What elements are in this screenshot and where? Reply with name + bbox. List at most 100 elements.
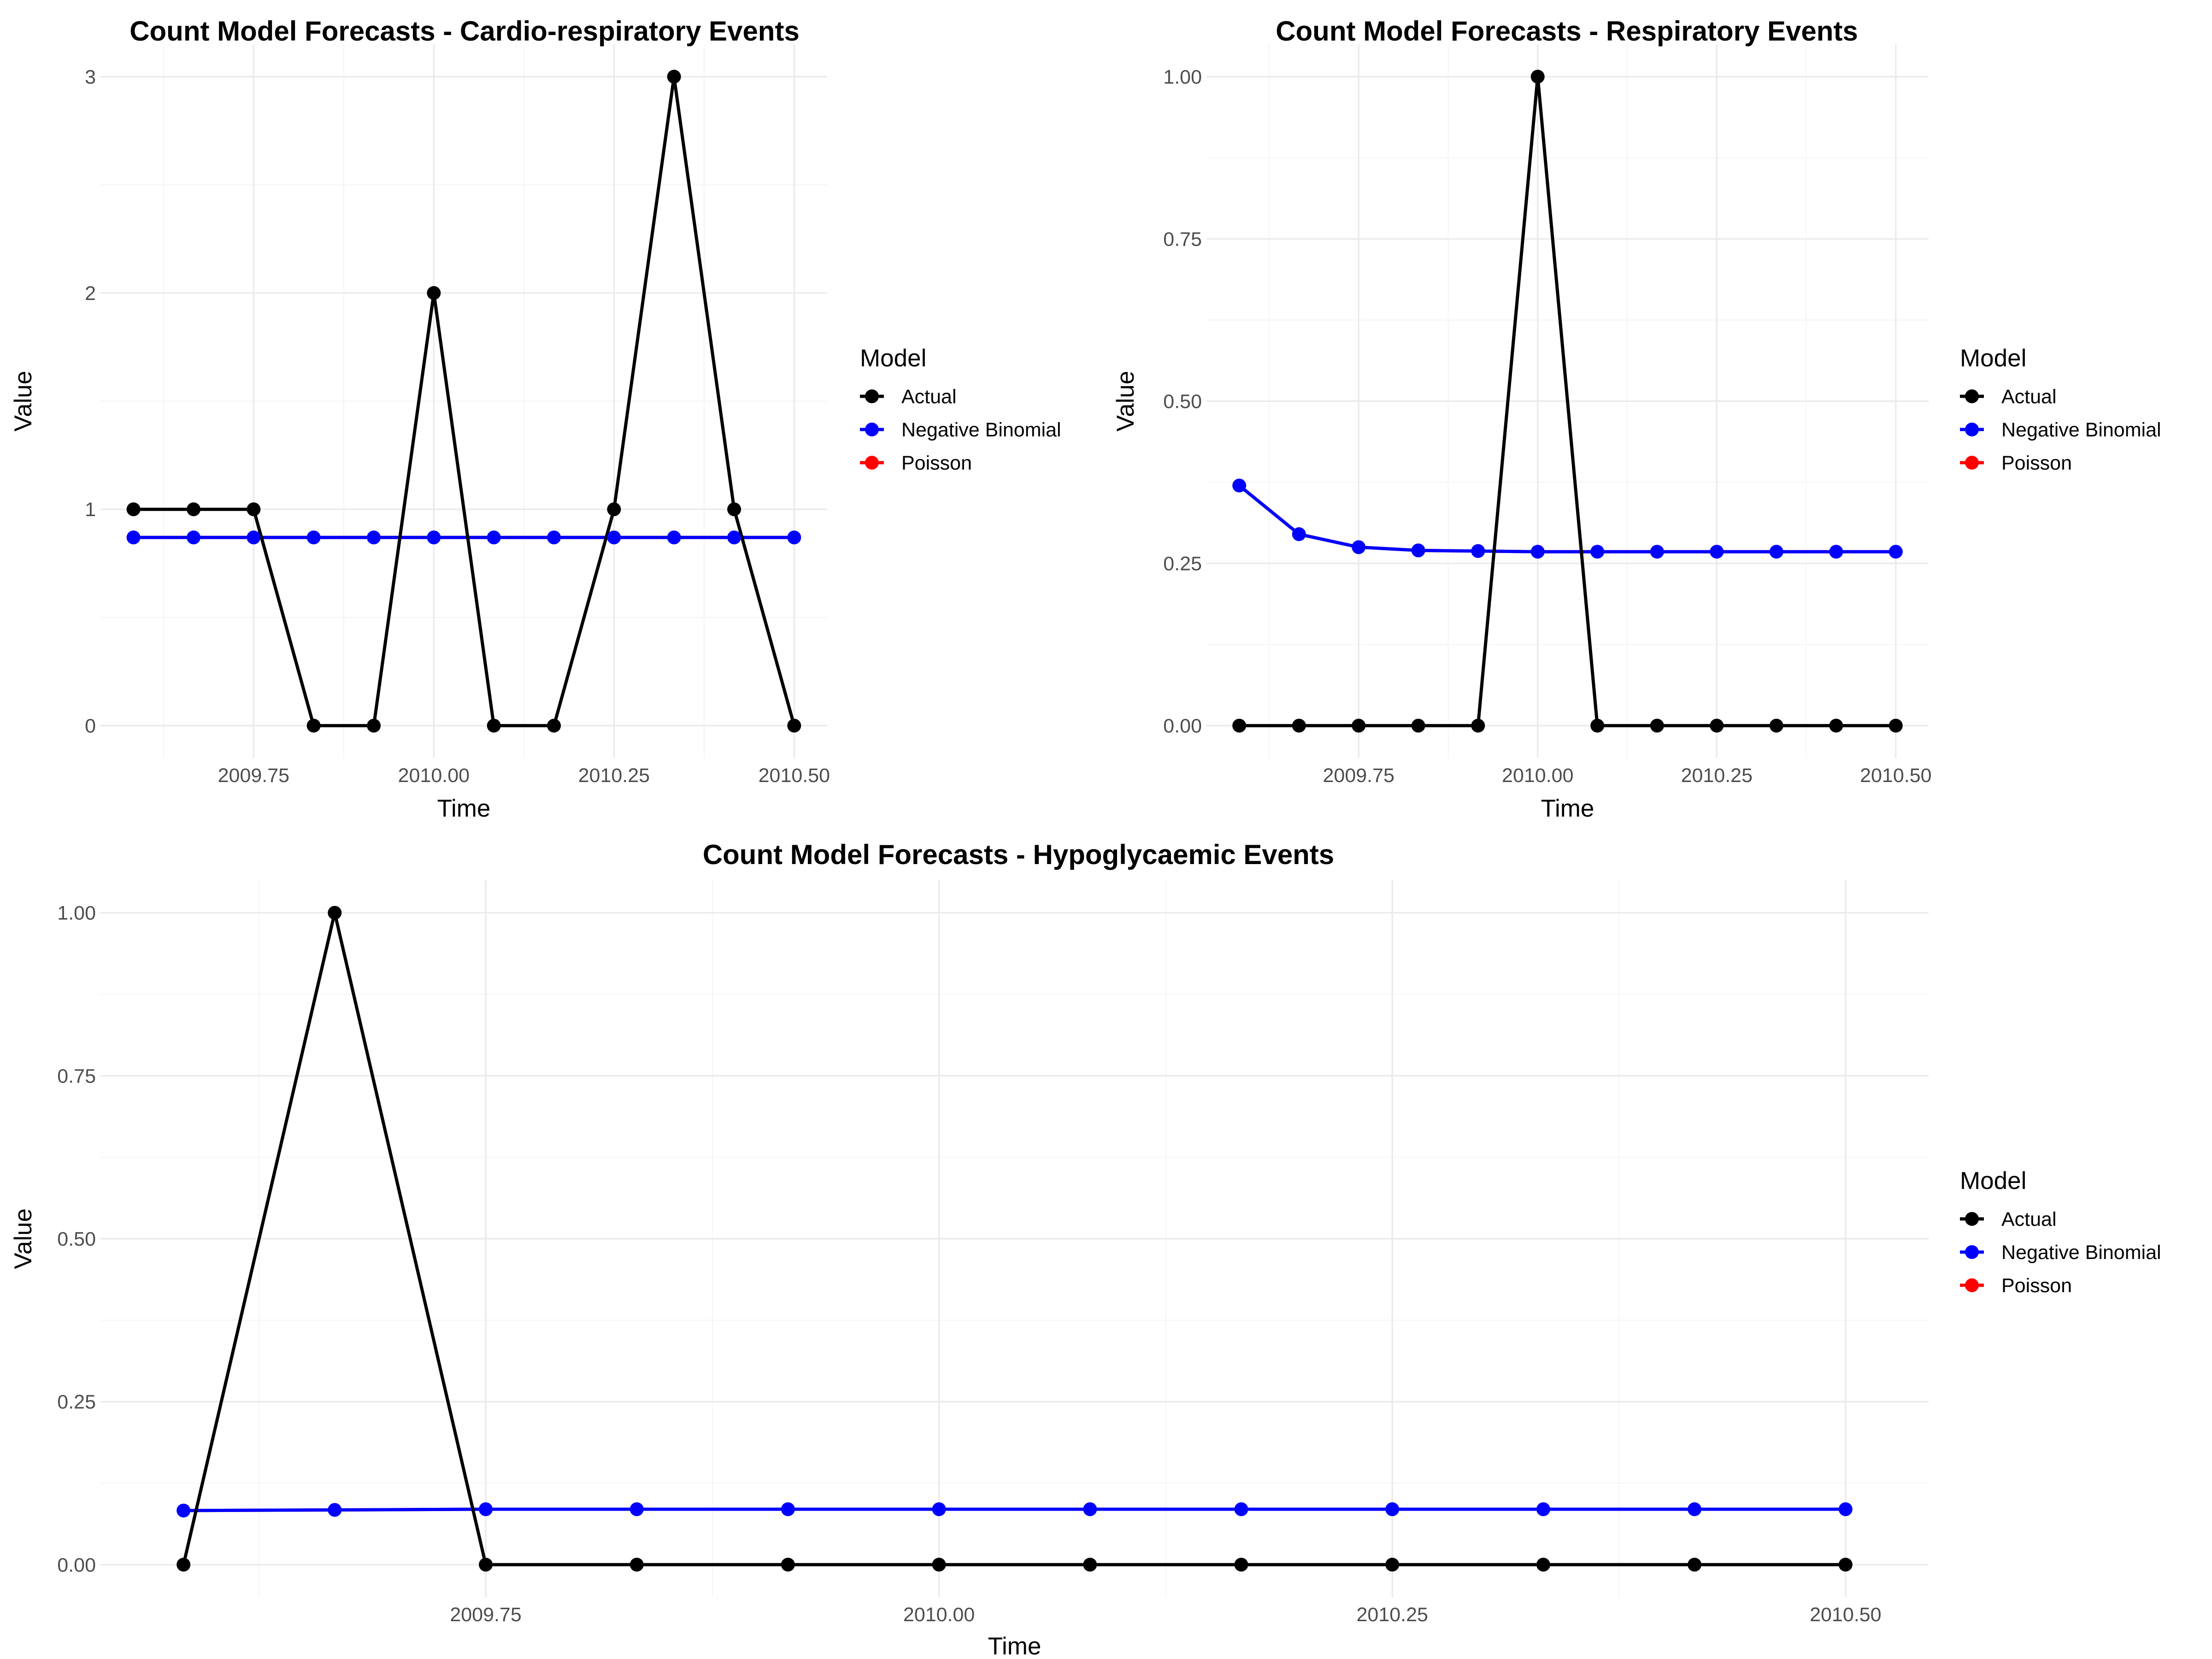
point-negative-binomial xyxy=(629,1502,644,1517)
y-axis-title: Value xyxy=(1112,371,1139,432)
legend: Model Actual Negative Binomial Poisson xyxy=(1960,1167,2161,1297)
point-negative-binomial xyxy=(479,1502,493,1517)
point-actual xyxy=(547,718,561,733)
y-axis-title: Value xyxy=(10,371,37,432)
point-negative-binomial xyxy=(367,530,381,545)
y-tick-label: 0.25 xyxy=(1163,553,1202,575)
point-actual xyxy=(727,502,741,517)
point-actual xyxy=(187,502,201,517)
x-axis-title: Time xyxy=(437,795,491,822)
y-tick-label: 0.00 xyxy=(1163,715,1202,737)
series-line-negative-binomial xyxy=(1238,484,1896,553)
point-negative-binomial xyxy=(667,530,681,545)
x-tick-label: 2010.00 xyxy=(903,1604,975,1626)
point-negative-binomial xyxy=(607,530,621,545)
x-axis-title: Time xyxy=(1541,795,1594,822)
series-line-actual xyxy=(133,75,796,728)
point-actual xyxy=(1292,718,1306,733)
legend-label-actual: Actual xyxy=(901,386,957,408)
x-tick-label: 2009.75 xyxy=(218,765,289,787)
point-actual xyxy=(1688,1558,1702,1572)
point-actual xyxy=(1530,70,1545,84)
point-actual xyxy=(1888,718,1903,733)
x-tick-label: 2010.50 xyxy=(1810,1604,1881,1626)
x-tick-label: 2009.75 xyxy=(450,1604,521,1626)
y-tick-label: 3 xyxy=(85,66,96,88)
point-negative-binomial xyxy=(1232,478,1247,493)
legend-key-point-poisson xyxy=(1965,1278,1979,1292)
legend: Model Actual Negative Binomial Poisson xyxy=(860,345,1061,474)
legend: Model Actual Negative Binomial Poisson xyxy=(1960,345,2161,474)
point-negative-binomial xyxy=(1083,1502,1097,1517)
y-tick-label: 1.00 xyxy=(57,902,96,924)
point-negative-binomial xyxy=(1769,545,1783,559)
point-actual xyxy=(1234,1558,1248,1572)
point-negative-binomial xyxy=(187,530,201,545)
point-actual xyxy=(1710,718,1724,733)
point-actual xyxy=(787,718,801,733)
x-tick-label: 2010.50 xyxy=(759,765,830,787)
legend-label-negative-binomial: Negative Binomial xyxy=(2001,1241,2161,1264)
point-actual xyxy=(1471,718,1485,733)
point-negative-binomial xyxy=(1829,545,1843,559)
chart-panel-2: 2009.75 2010.00 2010.25 2010.50 0.00 0.25 0.50… xyxy=(1112,16,2161,822)
legend-key-point-actual xyxy=(865,389,879,403)
point-actual xyxy=(176,1558,191,1572)
point-actual xyxy=(607,502,621,517)
legend-title: Model xyxy=(1960,345,2026,372)
point-actual xyxy=(1083,1558,1097,1572)
point-negative-binomial xyxy=(547,530,561,545)
point-actual xyxy=(1411,718,1425,733)
chart-panel-1: 2009.75 2010.00 2010.25 2010.50 0 1 2 3 Count Mo… xyxy=(10,16,1061,822)
point-actual xyxy=(479,1558,493,1572)
y-axis-title: Value xyxy=(10,1208,37,1269)
point-negative-binomial xyxy=(787,530,801,545)
point-negative-binomial xyxy=(1838,1502,1853,1517)
point-actual xyxy=(1769,718,1783,733)
legend-key-point-negative-binomial xyxy=(865,423,879,436)
point-actual xyxy=(932,1558,946,1572)
point-negative-binomial xyxy=(306,530,321,545)
y-tick-label: 0.75 xyxy=(57,1065,96,1087)
chart-panel-3: 2009.75 2010.00 2010.25 2010.50 0.00 0.25 0.50… xyxy=(10,839,2161,1659)
y-tick-label: 0.25 xyxy=(57,1391,96,1413)
x-tick-label: 2010.25 xyxy=(1357,1604,1428,1626)
legend-key-point-poisson xyxy=(865,456,879,470)
x-tick-label: 2010.00 xyxy=(1502,765,1573,787)
point-negative-binomial xyxy=(1536,1502,1550,1517)
point-actual xyxy=(1829,718,1843,733)
point-actual xyxy=(306,718,321,733)
point-negative-binomial xyxy=(1710,545,1724,559)
point-actual xyxy=(487,718,501,733)
point-negative-binomial xyxy=(1352,540,1366,554)
legend-key-point-actual xyxy=(1965,389,1979,403)
point-actual xyxy=(427,286,441,300)
point-actual xyxy=(1536,1558,1550,1572)
point-actual xyxy=(247,502,261,517)
series-line-actual xyxy=(182,911,1846,1566)
y-tick-label: 0.00 xyxy=(57,1554,96,1576)
point-actual xyxy=(781,1558,795,1572)
x-axis-title: Time xyxy=(988,1633,1041,1659)
y-tick-label: 2 xyxy=(85,282,96,305)
point-actual xyxy=(1650,718,1664,733)
legend-key-point-actual xyxy=(1965,1212,1979,1226)
point-negative-binomial xyxy=(1234,1502,1248,1517)
point-negative-binomial xyxy=(781,1502,795,1517)
series-line-actual xyxy=(1239,75,1896,728)
x-tick-label: 2010.00 xyxy=(398,765,470,787)
point-actual xyxy=(1232,718,1247,733)
point-negative-binomial xyxy=(1888,545,1903,559)
chart-title: Count Model Forecasts - Cardio-respirato… xyxy=(129,16,800,47)
chart-title: Count Model Forecasts - Hypoglycaemic Ev… xyxy=(703,839,1334,870)
point-negative-binomial xyxy=(487,530,501,545)
point-negative-binomial xyxy=(427,530,441,545)
legend-label-actual: Actual xyxy=(2001,1208,2057,1230)
legend-label-poisson: Poisson xyxy=(901,452,972,474)
point-negative-binomial xyxy=(247,530,261,545)
y-tick-label: 0 xyxy=(85,715,96,737)
point-negative-binomial xyxy=(1590,545,1605,559)
point-negative-binomial xyxy=(932,1502,946,1517)
point-actual xyxy=(367,718,381,733)
